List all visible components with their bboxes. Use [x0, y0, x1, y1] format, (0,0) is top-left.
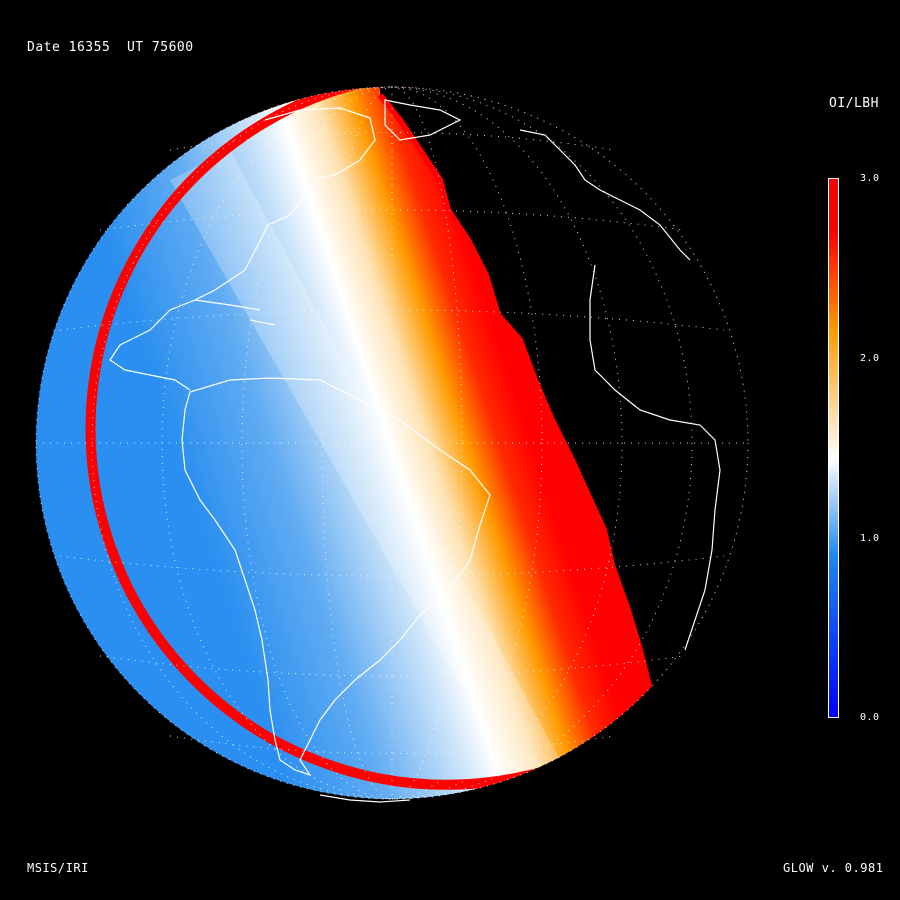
colorbar [828, 178, 839, 718]
version-label: GLOW v. 0.981 [783, 861, 884, 875]
ut-value: 75600 [151, 40, 194, 55]
date-time-header: Date 16355 UT 75600 [27, 40, 194, 55]
date-value: 16355 [68, 40, 111, 55]
coastlines [109, 99, 721, 803]
south-america-coast [181, 377, 491, 777]
colorbar-tick-0: 0.0 [860, 712, 880, 723]
date-label: Date [27, 40, 61, 55]
ut-label: UT [126, 40, 144, 55]
europe-coast [519, 129, 691, 261]
colorbar-tick-1: 1.0 [860, 533, 880, 544]
colorbar-tick-3: 3.0 [860, 173, 880, 184]
model-label: MSIS/IRI [27, 861, 89, 875]
caribbean-islands [194, 299, 276, 326]
greenland-coast [384, 99, 462, 141]
antarctic-islands [319, 794, 411, 803]
limb-ring [85, 87, 613, 790]
north-america-coast [109, 107, 376, 391]
graticule [35, 86, 749, 800]
africa-coast [589, 264, 721, 651]
colorbar-tick-2: 2.0 [860, 353, 880, 364]
colorbar-title: OI/LBH [829, 96, 879, 111]
